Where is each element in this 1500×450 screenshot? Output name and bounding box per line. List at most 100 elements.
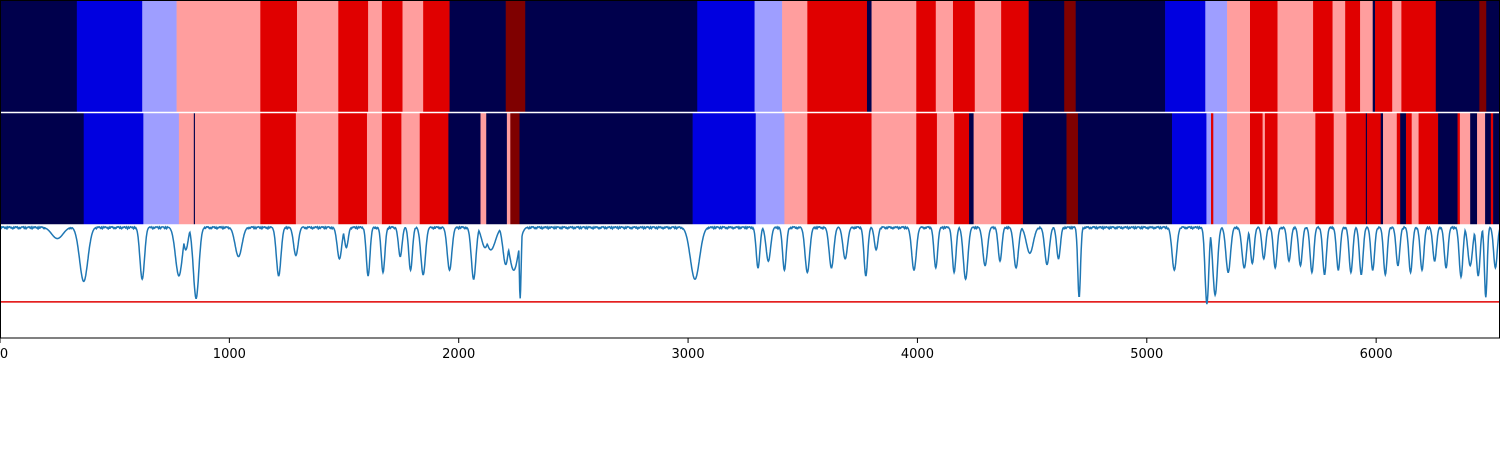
segment-0-42	[1479, 0, 1487, 113]
segment-1-29	[1001, 112, 1024, 225]
segment-0-27	[1075, 0, 1166, 113]
segment-1-19	[692, 112, 757, 225]
x-tick-label-6: 6000	[1360, 347, 1393, 362]
signal-trace	[0, 224, 1500, 305]
segment-1-39	[1262, 112, 1266, 225]
x-tick-label-4: 4000	[901, 347, 934, 362]
segment-1-38	[1250, 112, 1263, 225]
segment-1-32	[1077, 112, 1173, 225]
segment-row-bottom	[0, 112, 1500, 225]
segment-1-59	[1485, 112, 1492, 225]
segment-1-40	[1264, 112, 1278, 225]
segment-0-1	[76, 0, 143, 113]
segment-0-37	[1372, 0, 1376, 113]
segment-0-21	[935, 0, 954, 113]
segment-1-17	[510, 112, 520, 225]
x-tick-label-0: 0	[0, 347, 8, 362]
segment-0-35	[1345, 0, 1361, 113]
segment-1-8	[338, 112, 368, 225]
segment-1-56	[1459, 112, 1471, 225]
segment-0-29	[1205, 0, 1228, 113]
segment-1-27	[969, 112, 974, 225]
segment-1-31	[1066, 112, 1079, 225]
segment-1-48	[1383, 112, 1398, 225]
segment-0-3	[176, 0, 261, 113]
segment-0-36	[1360, 0, 1374, 113]
segment-1-57	[1470, 112, 1478, 225]
segment-1-54	[1438, 112, 1458, 225]
x-tick-label-2: 2000	[442, 347, 475, 362]
segment-0-2	[142, 0, 177, 113]
segment-1-55	[1457, 112, 1461, 225]
segment-1-5	[194, 112, 261, 225]
segment-1-52	[1411, 112, 1419, 225]
segment-1-53	[1418, 112, 1439, 225]
segment-1-20	[755, 112, 785, 225]
segment-1-37	[1227, 112, 1251, 225]
segment-1-16	[506, 112, 511, 225]
segment-0-9	[402, 0, 424, 113]
segment-0-25	[1028, 0, 1065, 113]
segment-1-44	[1346, 112, 1367, 225]
segment-1-23	[871, 112, 917, 225]
segment-row-top	[0, 0, 1500, 113]
segment-1-34	[1206, 112, 1212, 225]
segment-1-24	[916, 112, 938, 225]
segment-1-18	[519, 112, 693, 225]
segment-0-17	[807, 0, 868, 113]
x-axis: 0 1000 2000 3000 4000 5000 6000	[0, 337, 1500, 362]
signal-panel	[0, 224, 1500, 305]
segment-0-41	[1435, 0, 1480, 113]
segment-1-7	[295, 112, 339, 225]
segment-0-20	[916, 0, 937, 113]
x-tick-label-3: 3000	[672, 347, 705, 362]
segment-1-22	[807, 112, 872, 225]
segment-1-26	[954, 112, 970, 225]
segment-1-21	[784, 112, 808, 225]
x-tick-label-1: 1000	[213, 347, 246, 362]
segment-1-36	[1213, 112, 1228, 225]
segment-1-12	[419, 112, 449, 225]
segment-0-6	[338, 0, 369, 113]
segment-1-49	[1396, 112, 1401, 225]
segment-1-28	[973, 112, 1002, 225]
segment-0-26	[1064, 0, 1076, 113]
segment-1-51	[1405, 112, 1412, 225]
segment-0-39	[1392, 0, 1402, 113]
segment-1-35	[1211, 112, 1214, 225]
segment-0-11	[449, 0, 507, 113]
segment-1-58	[1477, 112, 1486, 225]
segment-0-38	[1375, 0, 1393, 113]
segment-1-1	[83, 112, 144, 225]
segment-1-42	[1315, 112, 1335, 225]
segment-1-50	[1400, 112, 1407, 225]
segment-1-10	[381, 112, 402, 225]
segment-1-25	[936, 112, 955, 225]
segment-1-15	[486, 112, 508, 225]
segment-0-40	[1401, 0, 1437, 113]
segment-0-28	[1165, 0, 1206, 113]
segment-0-10	[423, 0, 450, 113]
segment-1-6	[260, 112, 297, 225]
segment-0-0	[0, 0, 78, 113]
segment-0-13	[525, 0, 698, 113]
segment-1-61	[1493, 112, 1500, 225]
segment-0-23	[974, 0, 1002, 113]
segment-1-43	[1333, 112, 1347, 225]
segment-0-18	[866, 0, 872, 113]
segment-1-13	[448, 112, 481, 225]
x-tick-label-5: 5000	[1130, 347, 1163, 362]
segment-1-11	[401, 112, 421, 225]
segment-0-30	[1227, 0, 1251, 113]
segment-0-19	[871, 0, 917, 113]
segment-1-3	[178, 112, 195, 225]
segment-1-4	[193, 112, 196, 225]
segment-0-24	[1001, 0, 1029, 113]
segment-1-2	[143, 112, 180, 225]
segment-0-43	[1486, 0, 1500, 113]
segment-1-30	[1022, 112, 1067, 225]
segment-0-12	[505, 0, 526, 113]
segment-1-33	[1172, 112, 1207, 225]
segment-1-60	[1490, 112, 1494, 225]
